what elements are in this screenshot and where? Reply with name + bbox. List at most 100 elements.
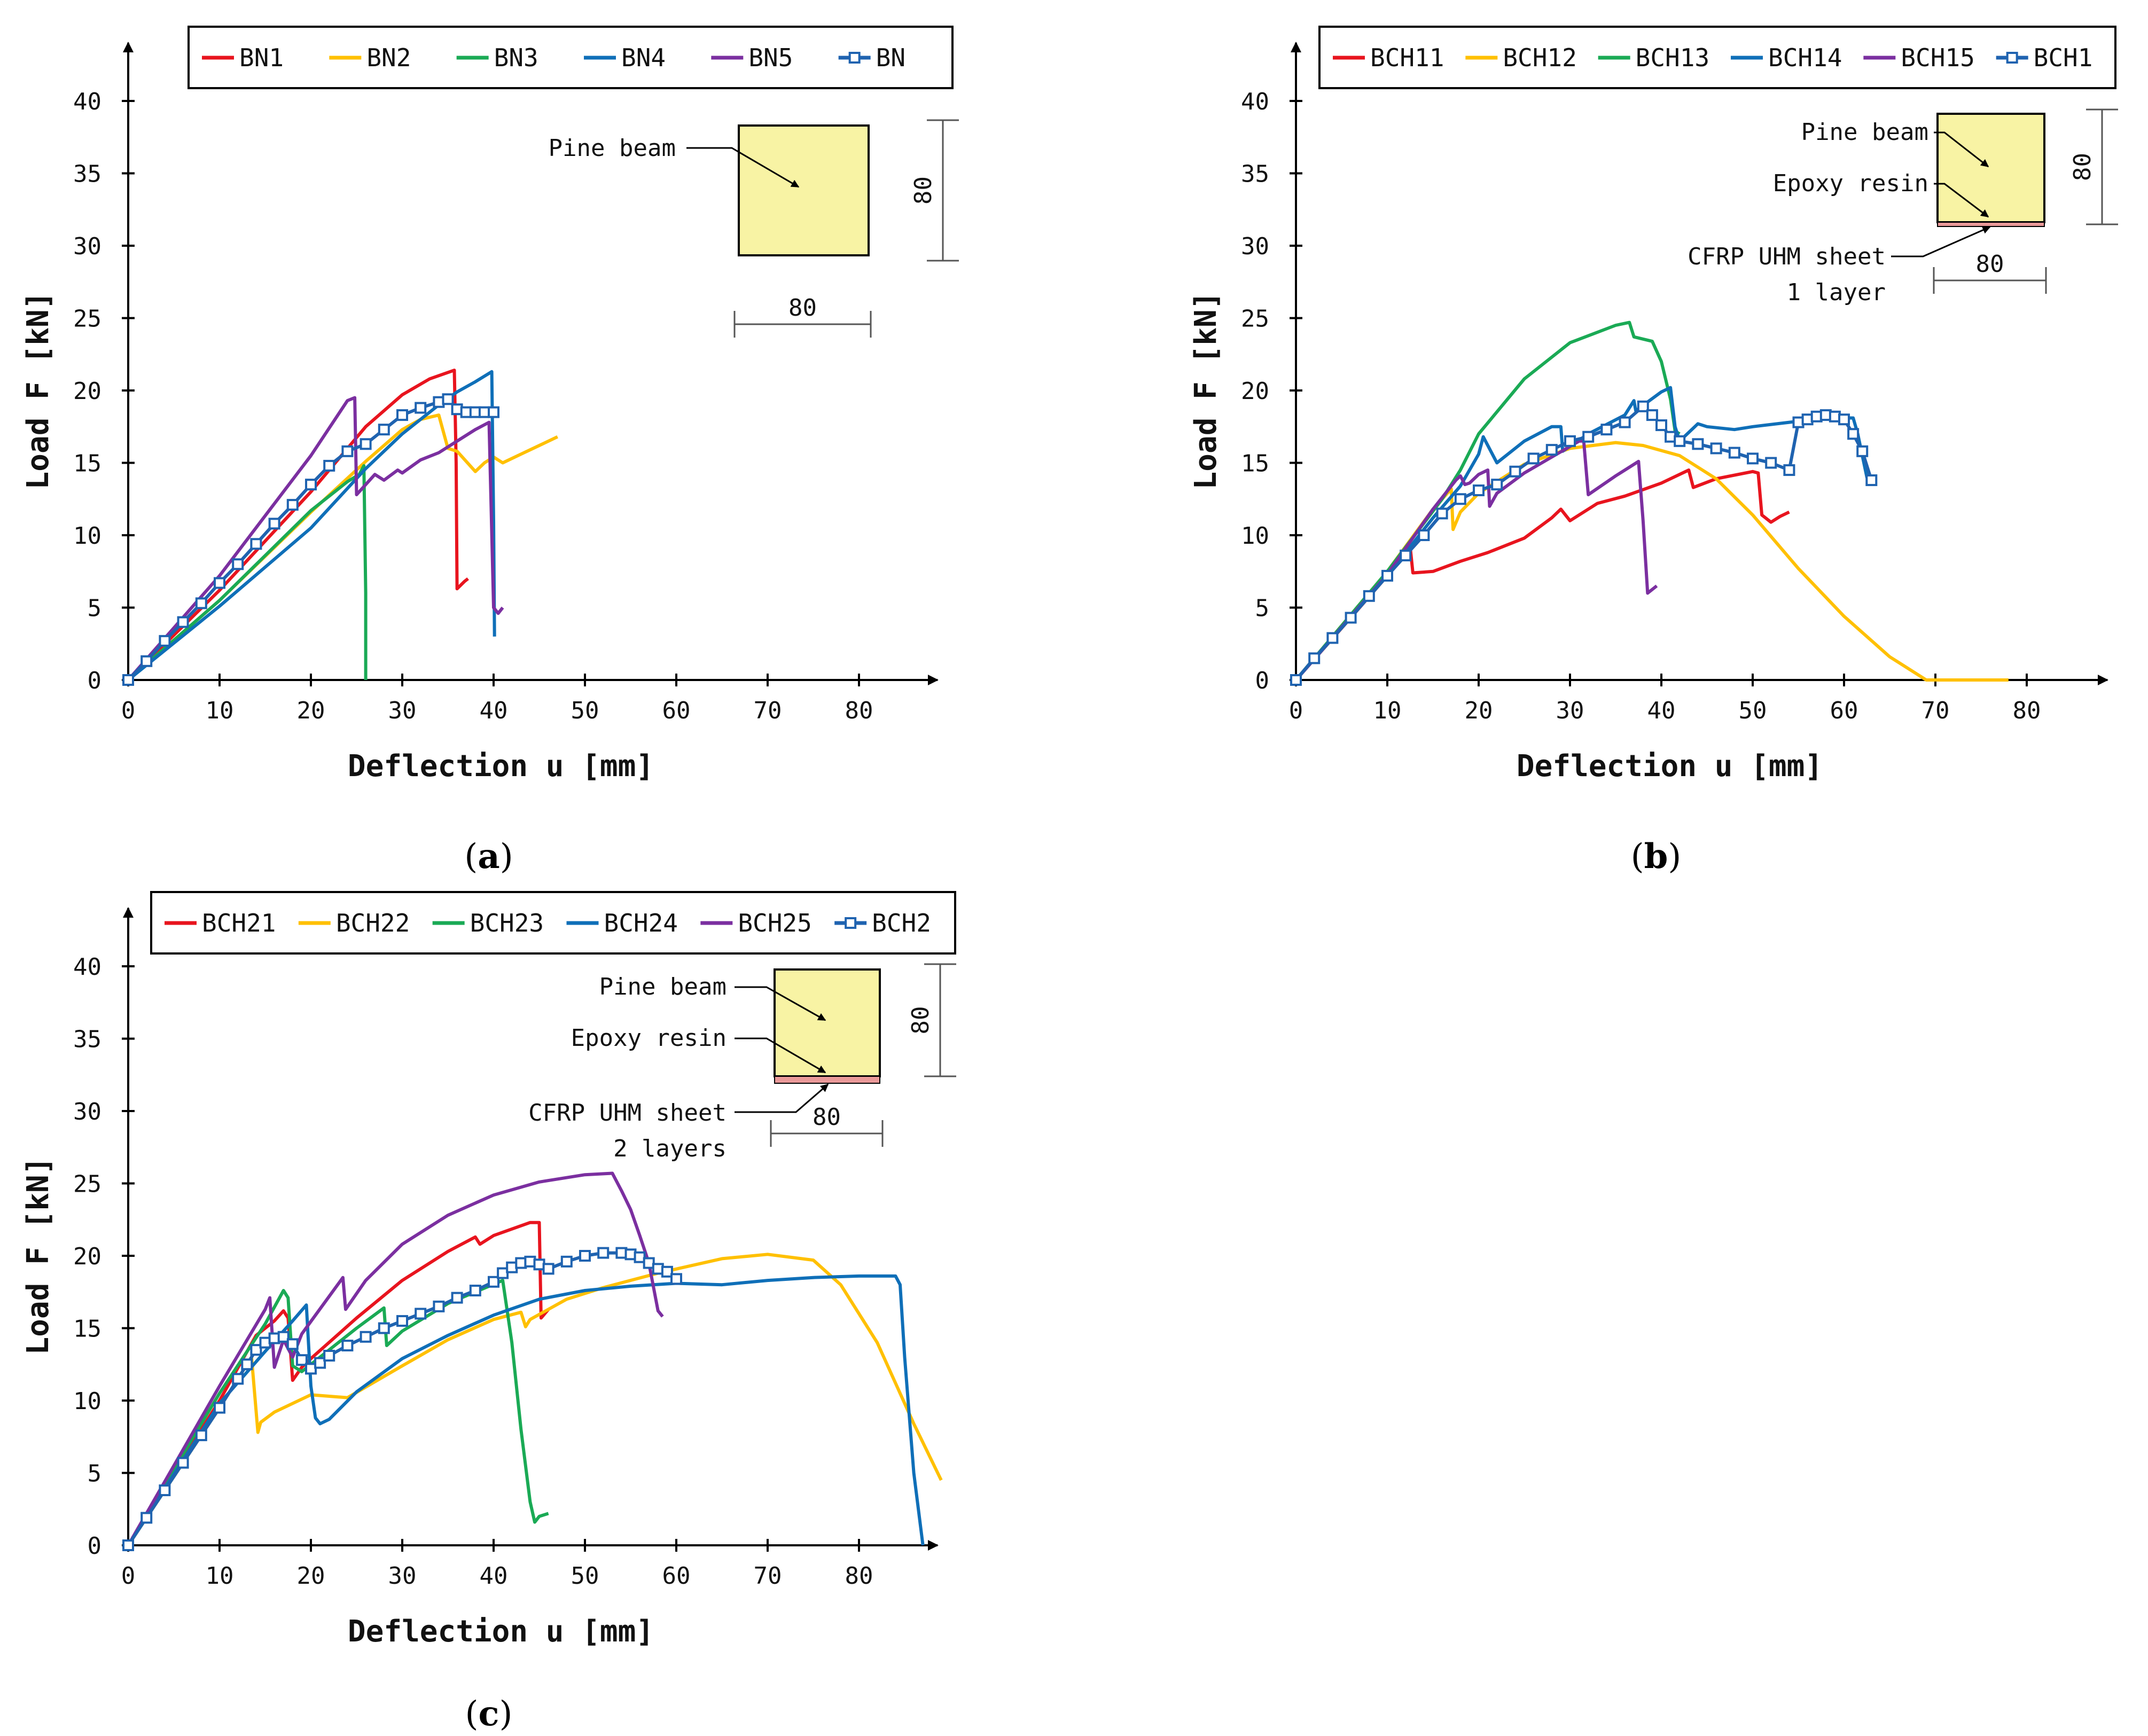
cfrp-sheet <box>1937 222 2045 227</box>
series-marker-BCH2 <box>597 1247 610 1259</box>
legend-label-BCH23: BCH23 <box>470 909 544 937</box>
series-marker-BCH1 <box>1527 452 1540 465</box>
series-marker-BCH1 <box>1436 507 1448 520</box>
x-tick-label: 50 <box>1739 697 1767 724</box>
series-marker-BN <box>122 674 134 686</box>
caption-close: ) <box>1668 837 1681 877</box>
leader-arrow <box>1934 183 1989 218</box>
series-marker-BCH2 <box>295 1354 308 1366</box>
legend-label-BCH25: BCH25 <box>738 909 811 937</box>
series-marker-BCH1 <box>1865 474 1878 487</box>
x-tick-label: 70 <box>754 1562 782 1590</box>
inset-label-pine-beam: Pine beam <box>549 135 676 162</box>
legend: BN1 BN2 BN3 BN4 BN5 BN <box>188 26 954 89</box>
x-tick-label: 0 <box>1289 697 1303 724</box>
series-marker-BN <box>396 409 408 421</box>
legend-box <box>150 891 956 955</box>
y-tick-label: 5 <box>1255 595 1270 622</box>
series-marker-BCH2 <box>670 1273 682 1285</box>
y-axis-title: Load F [kN] <box>1189 292 1223 490</box>
x-tick-label: 60 <box>662 1562 691 1590</box>
series-marker-BCH1 <box>1491 479 1503 491</box>
legend-label-BCH13: BCH13 <box>1636 43 1709 72</box>
series-marker-BN <box>341 445 354 457</box>
x-tick-label: 60 <box>662 697 691 724</box>
x-tick-label: 10 <box>206 1562 234 1590</box>
x-tick-label: 0 <box>121 1562 136 1590</box>
series-marker-BCH2 <box>360 1331 372 1343</box>
x-tick-label: 20 <box>1465 697 1493 724</box>
legend: BCH11 BCH12 BCH13 BCH14 BCH15 BCH1 <box>1318 26 2116 89</box>
y-tick-label: 25 <box>1241 306 1269 333</box>
legend-label-BCH14: BCH14 <box>1768 43 1842 72</box>
inset-label-epoxy: Epoxy resin <box>1773 170 1928 197</box>
series-marker-BCH2 <box>661 1265 673 1278</box>
series-marker-BCH1 <box>1473 484 1485 496</box>
legend-marker <box>848 52 861 64</box>
series-marker-BCH2 <box>323 1349 335 1362</box>
y-tick-label: 20 <box>73 1243 101 1270</box>
leader-arrow <box>735 986 826 1021</box>
legend-label-BCH11: BCH11 <box>1370 43 1444 72</box>
series-line-BCH22 <box>127 1253 943 1546</box>
series-marker-BCH1 <box>1637 400 1649 412</box>
series-marker-BCH1 <box>1655 419 1667 432</box>
panel-caption: (b) <box>1631 836 1682 877</box>
series-marker-BN <box>214 577 225 589</box>
series-marker-BCH2 <box>396 1315 408 1327</box>
inset-label-epoxy: Epoxy resin <box>571 1025 727 1052</box>
series-marker-BCH2 <box>286 1338 299 1350</box>
caption-letter: c <box>479 1694 499 1734</box>
series-line-BN <box>127 397 494 682</box>
x-tick-label: 40 <box>480 1562 508 1590</box>
y-tick-label: 40 <box>1241 88 1269 115</box>
y-tick-label: 30 <box>73 1098 101 1125</box>
panel-caption: (c) <box>465 1694 513 1734</box>
leader-arrow <box>735 1037 826 1074</box>
x-tick-label: 10 <box>1373 697 1402 724</box>
series-marker-BCH1 <box>1674 435 1686 447</box>
series-marker-BCH1 <box>1847 428 1860 440</box>
legend-label-BCH2: BCH2 <box>872 909 931 937</box>
inset-label-layers: 2 layers <box>613 1135 727 1162</box>
series-marker-BCH2 <box>177 1457 189 1469</box>
series-marker-BCH1 <box>1856 445 1869 457</box>
y-tick-label: 0 <box>1255 667 1270 694</box>
y-tick-label: 15 <box>73 1316 101 1343</box>
series-marker-BN <box>268 518 280 530</box>
legend-label-BN4: BN4 <box>621 43 666 72</box>
series-marker-BCH1 <box>1582 431 1595 443</box>
caption-open: ( <box>1631 837 1644 877</box>
y-tick-label: 10 <box>1241 522 1269 550</box>
series-line-BN5 <box>127 396 504 681</box>
y-axis-title: Load F [kN] <box>21 292 56 490</box>
caption-letter: b <box>1644 836 1668 877</box>
cross-section-inset: Pine beam Epoxy resin CFRP UHM sheet 2 laye… <box>528 963 956 1162</box>
x-axis-title: Deflection u [mm] <box>348 749 654 784</box>
series-marker-BCH2 <box>159 1484 171 1497</box>
series-marker-BCH1 <box>1747 452 1759 465</box>
x-tick-label: 40 <box>1647 697 1676 724</box>
series-marker-BCH2 <box>415 1308 427 1320</box>
series-marker-BCH1 <box>1454 493 1466 505</box>
series-marker-BCH2 <box>579 1250 591 1262</box>
series-marker-BCH2 <box>378 1322 390 1334</box>
legend-box <box>1318 26 2116 89</box>
series-marker-BCH1 <box>1400 549 1412 561</box>
series-marker-BN <box>360 438 372 450</box>
series-line-BCH15 <box>1294 439 1658 681</box>
y-tick-label: 30 <box>1241 233 1269 260</box>
inset-label-pine-beam: Pine beam <box>1801 119 1928 146</box>
series-marker-BCH2 <box>250 1344 262 1356</box>
y-tick-label: 20 <box>1241 378 1269 405</box>
series-marker-BN <box>415 402 427 414</box>
x-tick-label: 80 <box>2013 697 2041 724</box>
y-tick-label: 5 <box>88 1460 102 1488</box>
series-marker-BN <box>323 459 335 472</box>
dimension-label: 80 <box>813 1104 841 1131</box>
x-tick-label: 60 <box>1830 697 1858 724</box>
series-marker-BCH1 <box>1363 590 1375 602</box>
series-marker-BCH2 <box>433 1300 445 1312</box>
x-tick-label: 70 <box>1922 697 1950 724</box>
series-marker-BCH1 <box>1600 424 1613 436</box>
